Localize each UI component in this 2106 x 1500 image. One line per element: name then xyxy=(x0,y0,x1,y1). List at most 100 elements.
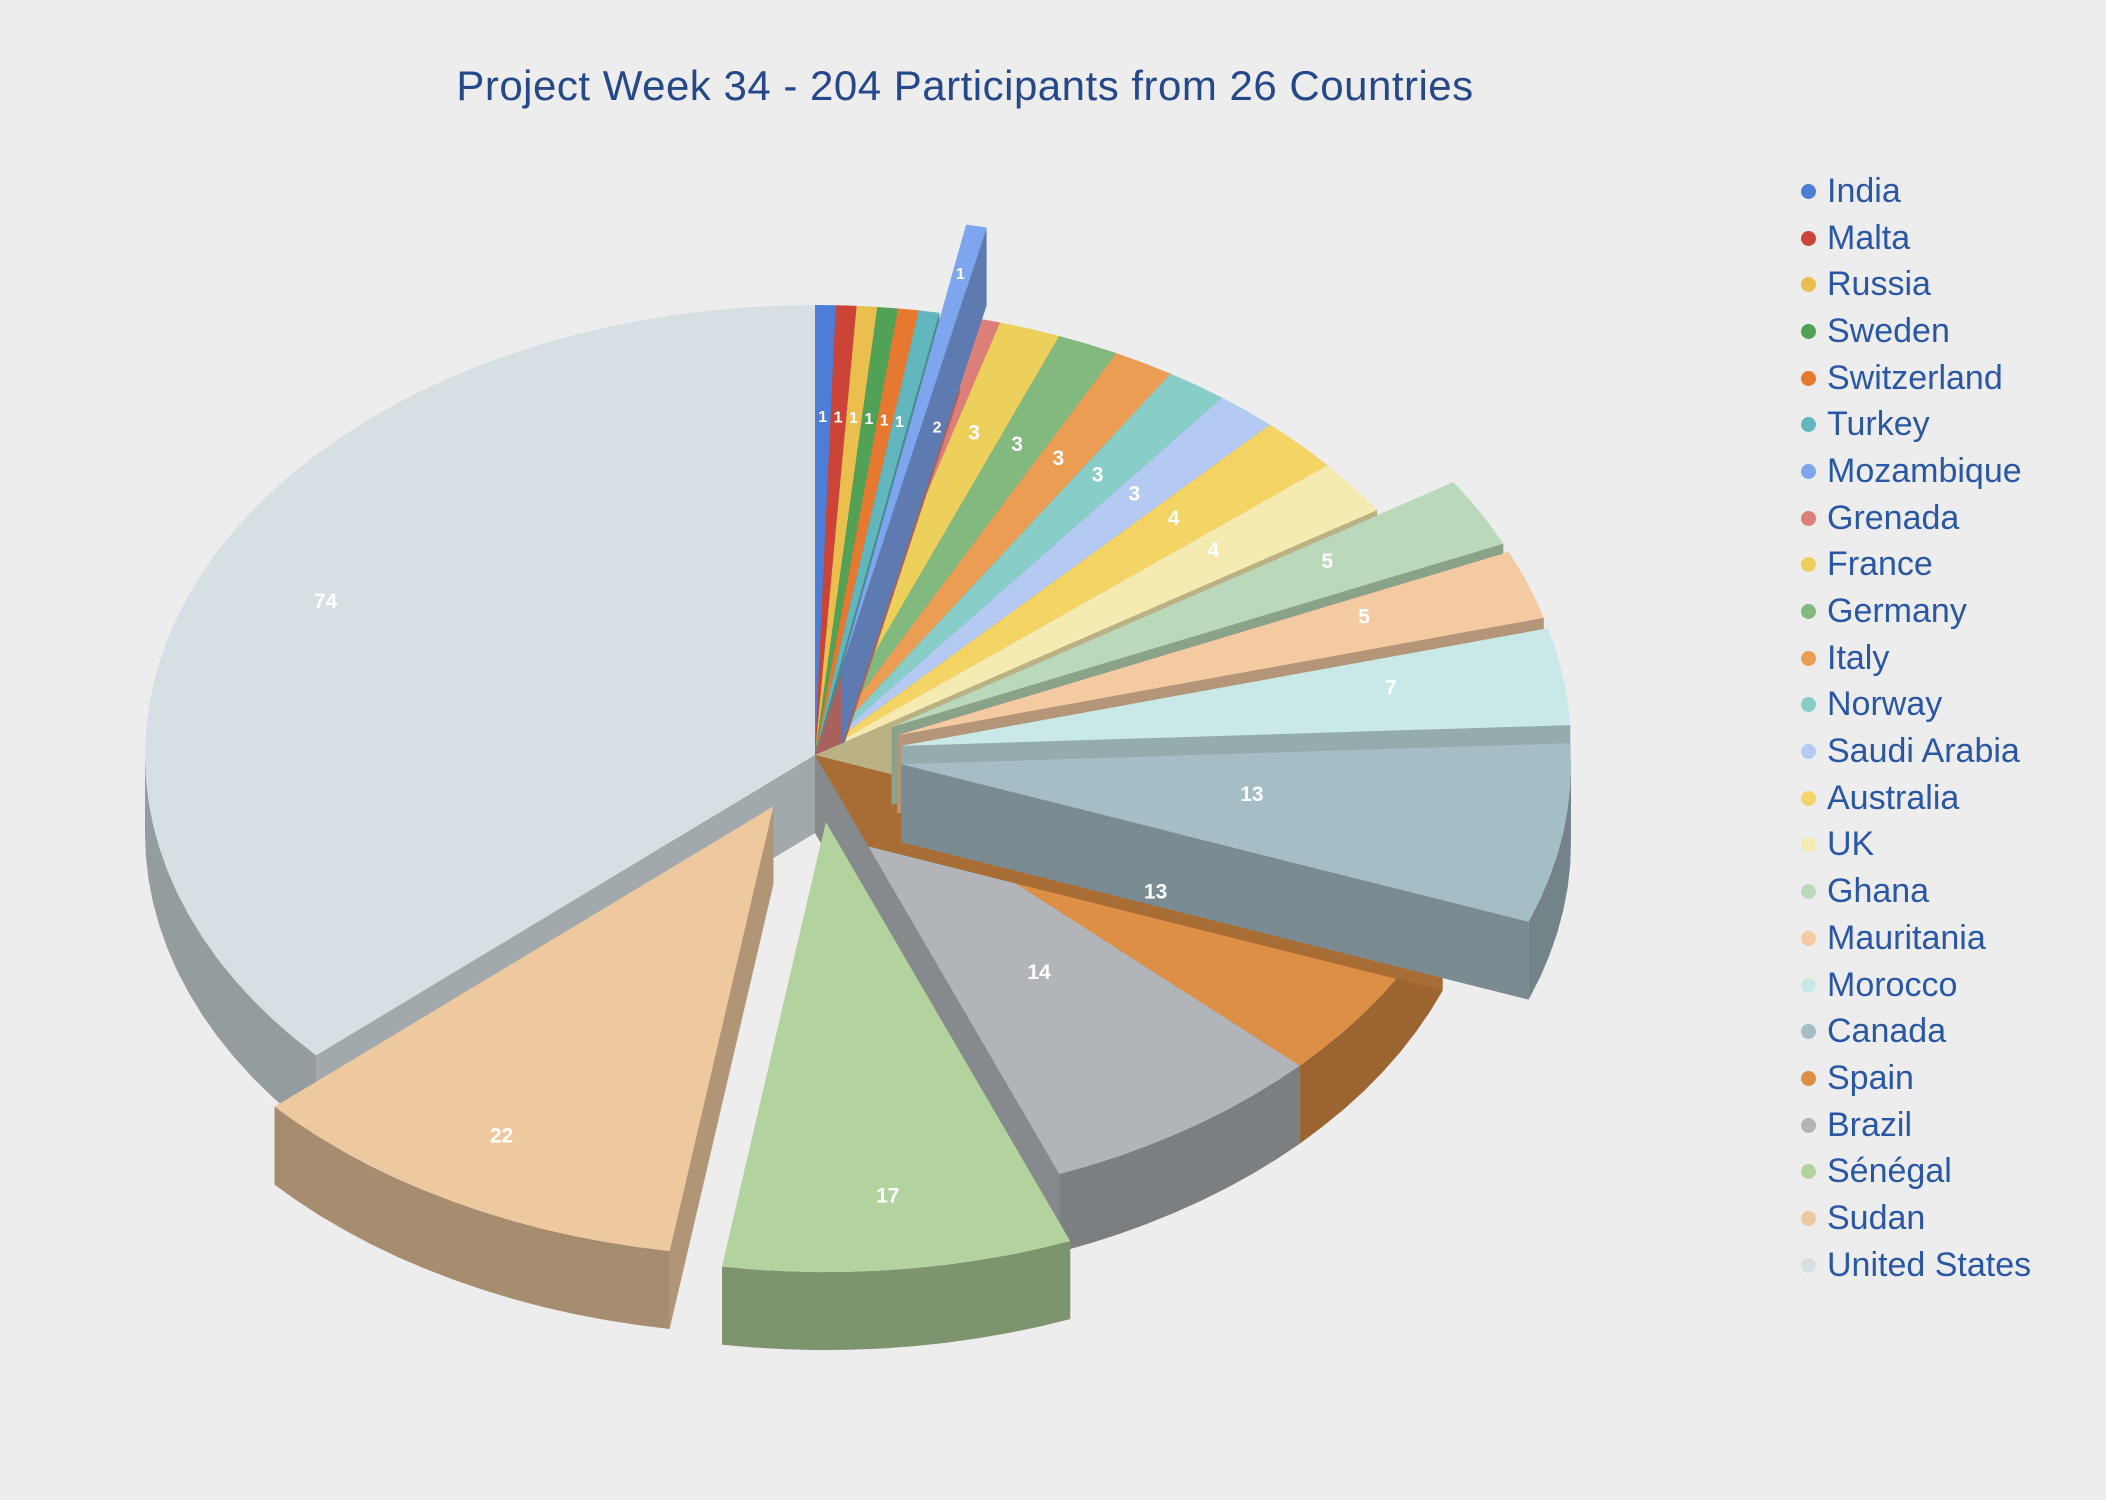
legend-item-label: UK xyxy=(1827,825,1875,864)
legend-item-label: Italy xyxy=(1827,638,1890,677)
legend-item[interactable]: Germany xyxy=(1794,588,2031,635)
legend-item[interactable]: United States xyxy=(1794,1242,2031,1289)
legend-item-label: Grenada xyxy=(1827,498,1960,537)
pie-slice[interactable] xyxy=(815,424,1328,755)
legend-dot-icon xyxy=(1801,1117,1816,1133)
pie-slice-rim xyxy=(274,1106,670,1329)
pie-slice[interactable] xyxy=(722,822,1071,1273)
legend-item[interactable]: Italy xyxy=(1794,635,2031,682)
slice-value-label: 5 xyxy=(1358,606,1370,629)
legend-dot-icon xyxy=(1801,837,1816,853)
legend-item[interactable]: Sudan xyxy=(1794,1195,2031,1242)
legend-item-label: Australia xyxy=(1827,778,1960,817)
legend-item-label: Canada xyxy=(1827,1012,1947,1051)
pie-slice[interactable] xyxy=(815,336,1117,755)
slice-value-label: 1 xyxy=(895,414,904,431)
slice-value-label: 22 xyxy=(490,1125,513,1148)
legend-item-label: Russia xyxy=(1827,265,1931,304)
legend-dot-icon xyxy=(1801,510,1816,526)
legend-item-label: Sweden xyxy=(1827,311,1950,350)
legend-item[interactable]: Grenada xyxy=(1794,495,2031,542)
pie-slice[interactable] xyxy=(901,743,1571,922)
legend-dot-icon xyxy=(1801,650,1816,666)
legend-item[interactable]: Norway xyxy=(1794,682,2031,729)
pie-slice[interactable] xyxy=(891,482,1504,728)
legend-item[interactable]: UK xyxy=(1794,822,2031,869)
legend-item[interactable]: Sweden xyxy=(1794,308,2031,355)
legend-item[interactable]: Malta xyxy=(1794,215,2031,262)
pie-slice[interactable] xyxy=(815,307,899,755)
legend-dot-icon xyxy=(1801,417,1816,433)
slice-value-label: 5 xyxy=(1321,550,1333,573)
pie-slice-side xyxy=(901,764,1529,1000)
pie-slice[interactable] xyxy=(815,305,836,755)
legend-item-label: Sénégal xyxy=(1827,1152,1952,1191)
pie-slice[interactable] xyxy=(897,551,1544,736)
legend-item[interactable]: Turkey xyxy=(1794,401,2031,448)
slice-value-label: 3 xyxy=(1053,447,1065,470)
slice-value-label: 4 xyxy=(1208,539,1220,562)
legend-item-label: Mauritania xyxy=(1827,918,1986,957)
slice-value-label: 1 xyxy=(956,266,965,283)
slice-value-label: 3 xyxy=(1092,463,1104,486)
slice-value-label: 14 xyxy=(1027,961,1051,984)
legend-item[interactable]: Brazil xyxy=(1794,1102,2031,1149)
slice-value-label: 3 xyxy=(1011,433,1023,456)
legend-item-label: Spain xyxy=(1827,1058,1914,1097)
legend-dot-icon xyxy=(1801,1070,1816,1086)
legend-item[interactable]: Canada xyxy=(1794,1008,2031,1055)
legend-item[interactable]: Sénégal xyxy=(1794,1148,2031,1195)
legend-item-label: Brazil xyxy=(1827,1105,1913,1144)
legend-item-label: Saudi Arabia xyxy=(1827,732,2020,771)
legend-dot-icon xyxy=(1801,277,1816,293)
pie-slice-rim xyxy=(145,755,317,1134)
legend-dot-icon xyxy=(1801,744,1816,760)
legend-item[interactable]: Spain xyxy=(1794,1055,2031,1102)
pie-slice[interactable] xyxy=(841,224,987,667)
legend-item[interactable]: Russia xyxy=(1794,261,2031,308)
slice-value-label: 1 xyxy=(818,409,827,426)
legend-item[interactable]: France xyxy=(1794,542,2031,589)
legend-item[interactable]: Australia xyxy=(1794,775,2031,822)
legend-dot-icon xyxy=(1801,790,1816,806)
pie-slice[interactable] xyxy=(815,305,857,755)
legend-dot-icon xyxy=(1801,183,1816,199)
legend-dot-icon xyxy=(1801,230,1816,246)
pie-slice[interactable] xyxy=(815,397,1270,755)
pie-slice[interactable] xyxy=(815,308,919,756)
legend-item[interactable]: Mozambique xyxy=(1794,448,2031,495)
pie-slice[interactable] xyxy=(274,806,774,1251)
slice-value-label: 1 xyxy=(880,412,889,429)
legend-dot-icon xyxy=(1801,697,1816,713)
legend-dot-icon xyxy=(1801,1210,1816,1226)
slice-value-label: 1 xyxy=(834,409,843,426)
legend-item-label: Malta xyxy=(1827,218,1911,257)
legend-dot-icon xyxy=(1801,1024,1816,1040)
legend-item[interactable]: Ghana xyxy=(1794,868,2031,915)
pie-slice[interactable] xyxy=(815,465,1378,755)
legend-item[interactable]: Mauritania xyxy=(1794,915,2031,962)
legend-dot-icon xyxy=(1801,930,1816,946)
pie-slice[interactable] xyxy=(901,628,1571,746)
slice-value-label: 13 xyxy=(1144,880,1167,903)
slice-value-label: 1 xyxy=(849,410,858,427)
pie-slice-side xyxy=(841,227,987,745)
legend-item-label: Turkey xyxy=(1827,405,1930,444)
slice-value-label: 17 xyxy=(876,1184,899,1207)
pie-slice[interactable] xyxy=(815,305,878,755)
legend-item[interactable]: Saudi Arabia xyxy=(1794,728,2031,775)
slice-value-label: 74 xyxy=(314,590,338,613)
legend-item[interactable]: Morocco xyxy=(1794,962,2031,1009)
legend-item[interactable]: Switzerland xyxy=(1794,355,2031,402)
pie-slice[interactable] xyxy=(815,310,940,755)
pie-slice[interactable] xyxy=(145,305,815,1056)
legend-item[interactable]: India xyxy=(1794,168,2031,215)
pie-slice[interactable] xyxy=(815,353,1171,755)
legend-item-label: India xyxy=(1827,171,1901,210)
pie-slice-rim xyxy=(722,1241,1071,1351)
legend-item-label: Switzerland xyxy=(1827,358,2003,397)
slice-value-label: 4 xyxy=(1168,507,1180,530)
pie-slice[interactable] xyxy=(815,373,1223,755)
